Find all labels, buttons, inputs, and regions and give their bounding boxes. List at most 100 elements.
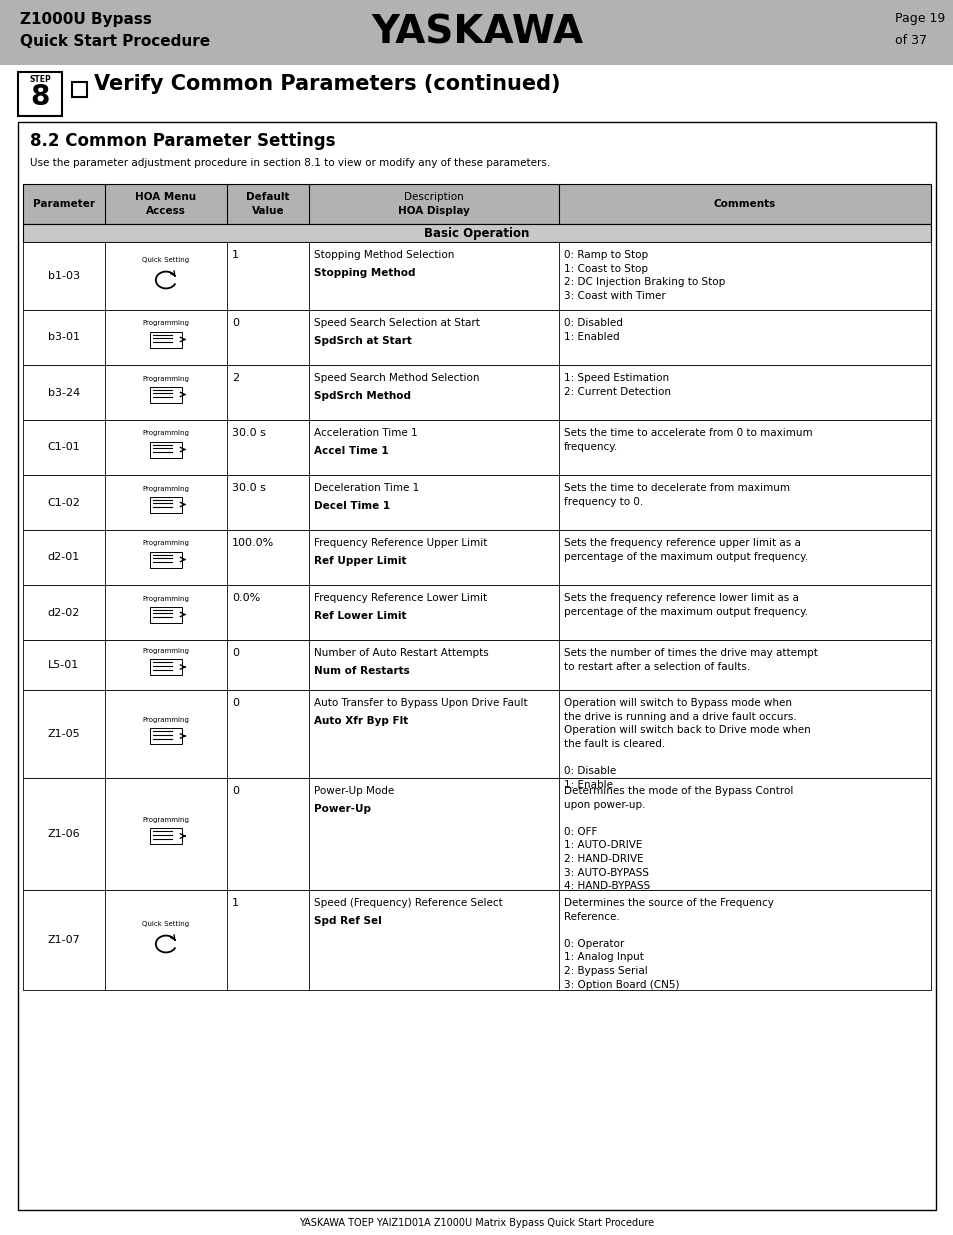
Text: Programming: Programming [142, 485, 190, 492]
Text: d2-01: d2-01 [48, 552, 80, 562]
Text: 30.0 s: 30.0 s [233, 429, 266, 438]
Text: 1: 1 [233, 249, 239, 261]
Text: 0.0%: 0.0% [233, 593, 260, 603]
Text: Verify Common Parameters (continued): Verify Common Parameters (continued) [94, 74, 560, 94]
Text: Speed (Frequency) Reference Select: Speed (Frequency) Reference Select [314, 898, 502, 908]
Text: STEP: STEP [30, 75, 51, 84]
Text: Comments: Comments [713, 199, 775, 209]
Text: Programming: Programming [142, 541, 190, 547]
Text: Speed Search Selection at Start: Speed Search Selection at Start [314, 317, 479, 329]
Text: Z1000U Bypass: Z1000U Bypass [20, 12, 152, 27]
Text: 0: 0 [233, 648, 239, 658]
Text: Programming: Programming [142, 648, 190, 655]
Text: 0: 0 [233, 317, 239, 329]
Bar [23, 475, 930, 530]
Text: 1: Speed Estimation
2: Current Detection: 1: Speed Estimation 2: Current Detection [563, 373, 670, 396]
Bar [23, 890, 930, 990]
Text: Auto Xfr Byp Flt: Auto Xfr Byp Flt [314, 716, 408, 726]
Text: 0: 0 [233, 785, 239, 797]
Bar [18, 72, 62, 116]
Text: Default: Default [246, 191, 290, 203]
Text: b1-03: b1-03 [48, 270, 80, 282]
Text: HOA Menu: HOA Menu [135, 191, 196, 203]
Text: HOA Display: HOA Display [397, 206, 469, 216]
Text: Programming: Programming [142, 818, 190, 823]
Text: Use the parameter adjustment procedure in section 8.1 to view or modify any of t: Use the parameter adjustment procedure i… [30, 158, 550, 168]
Bar [150, 727, 182, 743]
Text: Access: Access [146, 206, 186, 216]
Text: Page 19: Page 19 [894, 12, 944, 25]
Text: Frequency Reference Upper Limit: Frequency Reference Upper Limit [314, 538, 487, 548]
Text: Programming: Programming [142, 375, 190, 382]
Text: b3-24: b3-24 [48, 388, 80, 398]
Text: Description: Description [403, 191, 463, 203]
Text: L5-01: L5-01 [49, 659, 79, 671]
Text: Programming: Programming [142, 321, 190, 326]
Bar [23, 366, 930, 420]
Text: Sets the frequency reference lower limit as a
percentage of the maximum output f: Sets the frequency reference lower limit… [563, 593, 807, 616]
Text: Acceleration Time 1: Acceleration Time 1 [314, 429, 417, 438]
Text: Ref Upper Limit: Ref Upper Limit [314, 556, 406, 566]
Text: Z1-06: Z1-06 [48, 829, 80, 839]
Text: Sets the number of times the drive may attempt
to restart after a selection of f: Sets the number of times the drive may a… [563, 648, 817, 672]
Text: Stopping Method Selection: Stopping Method Selection [314, 249, 454, 261]
Bar [23, 585, 930, 640]
Text: b3-01: b3-01 [48, 332, 80, 342]
Text: Deceleration Time 1: Deceleration Time 1 [314, 483, 418, 493]
Text: Determines the mode of the Bypass Control
upon power-up.

0: OFF
1: AUTO-DRIVE
2: Determines the mode of the Bypass Contro… [563, 785, 792, 892]
Text: YASKAWA: YASKAWA [371, 14, 582, 52]
Text: YASKAWA TOEP YAIZ1D01A Z1000U Matrix Bypass Quick Start Procedure: YASKAWA TOEP YAIZ1D01A Z1000U Matrix Byp… [299, 1218, 654, 1228]
Text: Basic Operation: Basic Operation [424, 226, 529, 240]
Text: 1: 1 [233, 898, 239, 908]
Text: Speed Search Method Selection: Speed Search Method Selection [314, 373, 479, 383]
Text: Frequency Reference Lower Limit: Frequency Reference Lower Limit [314, 593, 487, 603]
Bar [150, 387, 182, 403]
Text: 0: 0 [233, 698, 239, 708]
Text: 0: Disabled
1: Enabled: 0: Disabled 1: Enabled [563, 317, 622, 342]
Bar [23, 530, 930, 585]
Bar [150, 496, 182, 513]
Text: Z1-07: Z1-07 [48, 935, 80, 945]
Bar [23, 778, 930, 890]
Text: 30.0 s: 30.0 s [233, 483, 266, 493]
Text: Quick Setting: Quick Setting [142, 921, 190, 927]
Bar [23, 420, 930, 475]
Text: Programming: Programming [142, 595, 190, 601]
Text: 2: 2 [233, 373, 239, 383]
Text: Auto Transfer to Bypass Upon Drive Fault: Auto Transfer to Bypass Upon Drive Fault [314, 698, 527, 708]
Text: Sets the time to decelerate from maximum
frequency to 0.: Sets the time to decelerate from maximum… [563, 483, 789, 506]
Text: Spd Ref Sel: Spd Ref Sel [314, 916, 381, 926]
Text: C1-01: C1-01 [48, 442, 80, 452]
Bar [23, 690, 930, 778]
Bar [150, 331, 182, 347]
Text: SpdSrch at Start: SpdSrch at Start [314, 336, 412, 346]
Bar [150, 441, 182, 457]
Text: 8.2 Common Parameter Settings: 8.2 Common Parameter Settings [30, 132, 335, 149]
Text: Operation will switch to Bypass mode when
the drive is running and a drive fault: Operation will switch to Bypass mode whe… [563, 698, 810, 789]
Bar [150, 659, 182, 676]
Text: Number of Auto Restart Attempts: Number of Auto Restart Attempts [314, 648, 488, 658]
Bar [23, 242, 930, 310]
Bar [18, 122, 935, 1210]
Bar [23, 640, 930, 690]
Bar [23, 224, 930, 242]
Text: Value: Value [252, 206, 284, 216]
Bar [23, 184, 930, 224]
Text: of 37: of 37 [894, 35, 926, 47]
Bar [23, 310, 930, 366]
Bar [150, 827, 182, 844]
Text: Power-Up Mode: Power-Up Mode [314, 785, 394, 797]
Text: Stopping Method: Stopping Method [314, 268, 416, 278]
Bar [0, 0, 953, 65]
Text: Quick Setting: Quick Setting [142, 257, 190, 263]
Text: Decel Time 1: Decel Time 1 [314, 501, 390, 511]
Text: Parameter: Parameter [32, 199, 94, 209]
Text: Ref Lower Limit: Ref Lower Limit [314, 611, 406, 621]
Text: Determines the source of the Frequency
Reference.

0: Operator
1: Analog Input
2: Determines the source of the Frequency R… [563, 898, 773, 989]
Text: Z1-05: Z1-05 [48, 729, 80, 739]
Text: C1-02: C1-02 [48, 498, 80, 508]
Text: 0: Ramp to Stop
1: Coast to Stop
2: DC Injection Braking to Stop
3: Coast with T: 0: Ramp to Stop 1: Coast to Stop 2: DC I… [563, 249, 724, 301]
Bar [150, 606, 182, 622]
Text: Power-Up: Power-Up [314, 804, 371, 814]
Text: Programming: Programming [142, 718, 190, 722]
